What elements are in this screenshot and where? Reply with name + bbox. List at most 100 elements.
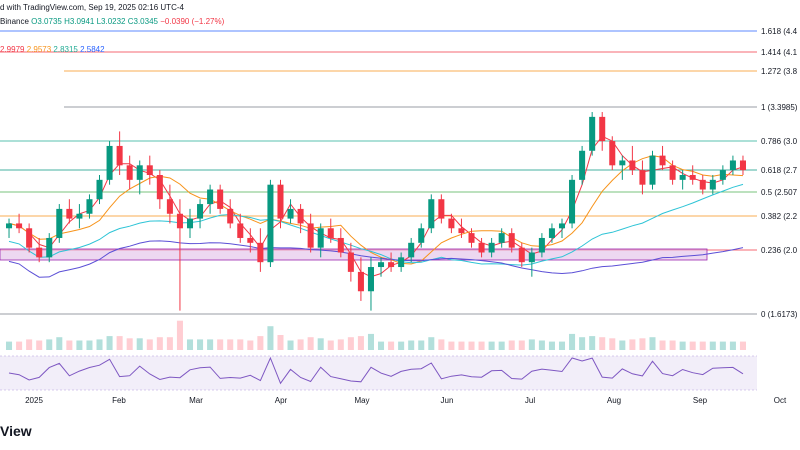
candle-body[interactable] bbox=[297, 208, 304, 224]
candle-body[interactable] bbox=[579, 150, 586, 180]
candle-body[interactable] bbox=[398, 257, 405, 268]
volume-bar bbox=[388, 341, 395, 350]
candle-body[interactable] bbox=[106, 145, 113, 180]
candle-body[interactable] bbox=[287, 208, 294, 219]
candle-body[interactable] bbox=[207, 189, 214, 205]
candle-body[interactable] bbox=[197, 204, 204, 219]
volume-bar bbox=[197, 339, 204, 350]
candle-body[interactable] bbox=[518, 247, 525, 263]
candle-body[interactable] bbox=[217, 189, 224, 209]
candle-body[interactable] bbox=[36, 247, 43, 258]
candle-body[interactable] bbox=[478, 242, 485, 253]
candle-body[interactable] bbox=[347, 252, 354, 272]
volume-bar bbox=[709, 341, 716, 350]
volume-bar bbox=[166, 337, 173, 350]
candle-body[interactable] bbox=[508, 233, 515, 248]
candle-body[interactable] bbox=[689, 175, 696, 180]
candle-body[interactable] bbox=[408, 242, 415, 258]
candle-body[interactable] bbox=[739, 160, 746, 171]
candle-body[interactable] bbox=[528, 252, 535, 263]
candle-body[interactable] bbox=[56, 208, 63, 238]
candle-body[interactable] bbox=[679, 175, 686, 180]
candle-body[interactable] bbox=[589, 116, 596, 151]
candle-body[interactable] bbox=[659, 155, 666, 166]
candle-body[interactable] bbox=[166, 199, 173, 214]
candle-body[interactable] bbox=[257, 242, 264, 263]
fib-level-label: 1.618 (4.4 bbox=[761, 27, 798, 36]
candle-body[interactable] bbox=[378, 262, 385, 268]
candle-body[interactable] bbox=[126, 165, 133, 180]
time-axis[interactable]: 2025 Feb Mar Apr May Jun Jul Aug Sep Oct bbox=[25, 396, 787, 405]
candle-body[interactable] bbox=[237, 223, 244, 238]
tradingview-logo-text[interactable]: View bbox=[0, 423, 32, 439]
candle-body[interactable] bbox=[176, 213, 183, 229]
ma-fast-value: 2.9979 bbox=[0, 45, 25, 54]
volume-bar bbox=[156, 337, 163, 350]
rsi-pane[interactable] bbox=[0, 356, 757, 390]
fib-level-label: 1.272 (3.8 bbox=[761, 67, 798, 76]
candle-body[interactable] bbox=[709, 179, 716, 190]
candle-body[interactable] bbox=[327, 228, 334, 238]
candle-body[interactable] bbox=[66, 208, 73, 219]
volume-bar bbox=[609, 338, 616, 350]
candle-body[interactable] bbox=[317, 228, 324, 248]
candle-body[interactable] bbox=[26, 228, 33, 248]
candle-body[interactable] bbox=[629, 160, 636, 171]
candle-body[interactable] bbox=[599, 116, 606, 142]
candle-body[interactable] bbox=[146, 165, 153, 175]
candle-body[interactable] bbox=[609, 141, 616, 166]
candle-body[interactable] bbox=[458, 228, 465, 234]
candle-body[interactable] bbox=[729, 160, 736, 171]
candle-body[interactable] bbox=[438, 199, 445, 219]
candle-body[interactable] bbox=[418, 228, 425, 243]
candle-body[interactable] bbox=[669, 165, 676, 180]
candlestick-series[interactable] bbox=[6, 112, 746, 311]
candle-body[interactable] bbox=[388, 262, 395, 268]
volume-bar bbox=[36, 340, 43, 350]
volume-bar bbox=[136, 338, 143, 350]
fib-level-label: 0.382 (2.2 bbox=[761, 212, 798, 221]
candle-body[interactable] bbox=[96, 179, 103, 200]
candle-body[interactable] bbox=[428, 199, 435, 229]
candle-body[interactable] bbox=[186, 218, 194, 229]
volume-bar bbox=[448, 341, 455, 350]
candle-body[interactable] bbox=[136, 165, 143, 180]
candle-body[interactable] bbox=[16, 223, 23, 229]
candle-body[interactable] bbox=[307, 223, 314, 248]
candle-body[interactable] bbox=[639, 170, 646, 185]
candle-body[interactable] bbox=[498, 233, 505, 243]
candle-body[interactable] bbox=[538, 237, 545, 253]
ohlc-line: Binance O3.0735 H3.0941 L3.0232 C3.0345 … bbox=[0, 17, 224, 26]
candle-body[interactable] bbox=[558, 223, 566, 229]
candle-body[interactable] bbox=[548, 228, 555, 238]
candle-body[interactable] bbox=[46, 237, 53, 258]
volume-bar bbox=[126, 338, 133, 350]
candle-body[interactable] bbox=[569, 179, 576, 224]
candle-body[interactable] bbox=[247, 237, 254, 243]
candle-body[interactable] bbox=[357, 271, 364, 292]
candle-body[interactable] bbox=[6, 223, 13, 229]
volume-bar bbox=[146, 339, 153, 350]
moving-averages bbox=[8, 135, 744, 278]
candle-body[interactable] bbox=[488, 242, 495, 253]
volume-bar bbox=[629, 339, 636, 350]
chart-header: d with TradingView.com, Sep 19, 2025 02:… bbox=[0, 0, 800, 46]
volume-bar bbox=[86, 340, 93, 350]
candle-body[interactable] bbox=[86, 199, 93, 214]
candle-body[interactable] bbox=[267, 184, 274, 263]
candle-body[interactable] bbox=[116, 145, 123, 166]
candle-body[interactable] bbox=[227, 208, 234, 224]
close-value: C3.0345 bbox=[127, 17, 158, 26]
candle-body[interactable] bbox=[156, 175, 163, 200]
candle-body[interactable] bbox=[649, 155, 656, 185]
candle-body[interactable] bbox=[367, 267, 374, 292]
candle-body[interactable] bbox=[76, 213, 83, 219]
candle-body[interactable] bbox=[699, 179, 706, 190]
candle-body[interactable] bbox=[719, 170, 726, 180]
candle-body[interactable] bbox=[619, 160, 626, 166]
candle-body[interactable] bbox=[277, 184, 284, 219]
candle-body[interactable] bbox=[448, 218, 455, 229]
candle-body[interactable] bbox=[468, 233, 475, 243]
candle-body[interactable] bbox=[337, 237, 344, 253]
